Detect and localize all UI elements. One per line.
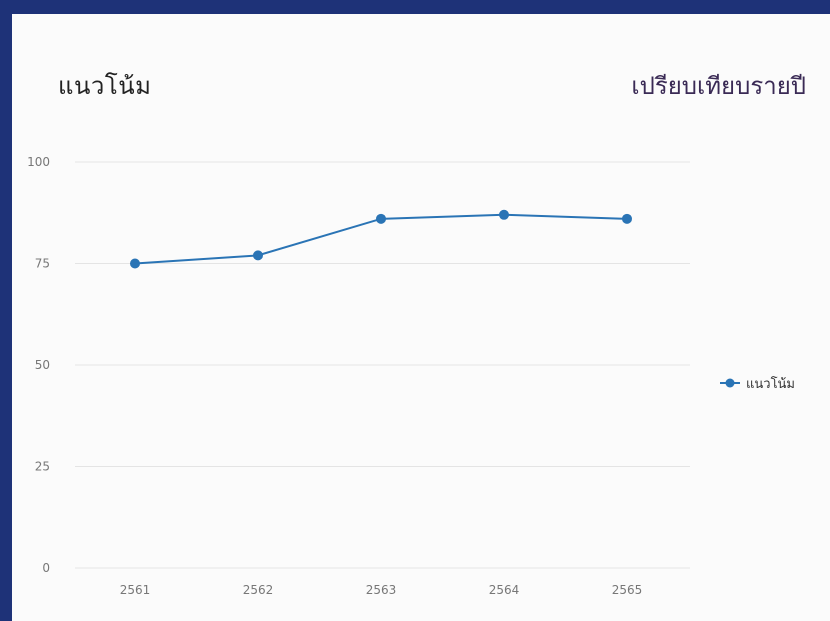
chart-subtitle: เปรียบเทียบรายปี (631, 72, 806, 100)
data-point (130, 258, 140, 269)
chart-card: แนวโน้ม เปรียบเทียบรายปี (12, 14, 830, 621)
x-tick-label: 2561 (120, 583, 151, 597)
legend-label: แนวโน้ม (746, 376, 795, 392)
y-tick-label: 50 (35, 358, 50, 372)
data-point (622, 213, 632, 224)
series-group (130, 209, 632, 269)
y-tick-label: 75 (35, 257, 50, 271)
x-tick-label: 2565 (612, 583, 643, 597)
data-point (499, 209, 509, 220)
chart-title: แนวโน้ม (58, 72, 152, 100)
gridlines (75, 161, 690, 569)
x-tick-label: 2564 (489, 583, 520, 597)
data-point (376, 213, 386, 224)
y-tick-label: 100 (27, 155, 50, 169)
y-tick-label: 0 (42, 561, 50, 575)
x-tick-label: 2563 (366, 583, 397, 597)
legend-marker (725, 378, 735, 388)
y-tick-label: 25 (35, 460, 50, 474)
data-point (253, 250, 263, 261)
legend: แนวโน้ม (720, 376, 795, 392)
x-tick-label: 2562 (243, 583, 274, 597)
y-axis-ticks: 0 25 50 75 100 (27, 155, 50, 575)
x-axis-ticks: 2561 2562 2563 2564 2565 (120, 583, 643, 597)
